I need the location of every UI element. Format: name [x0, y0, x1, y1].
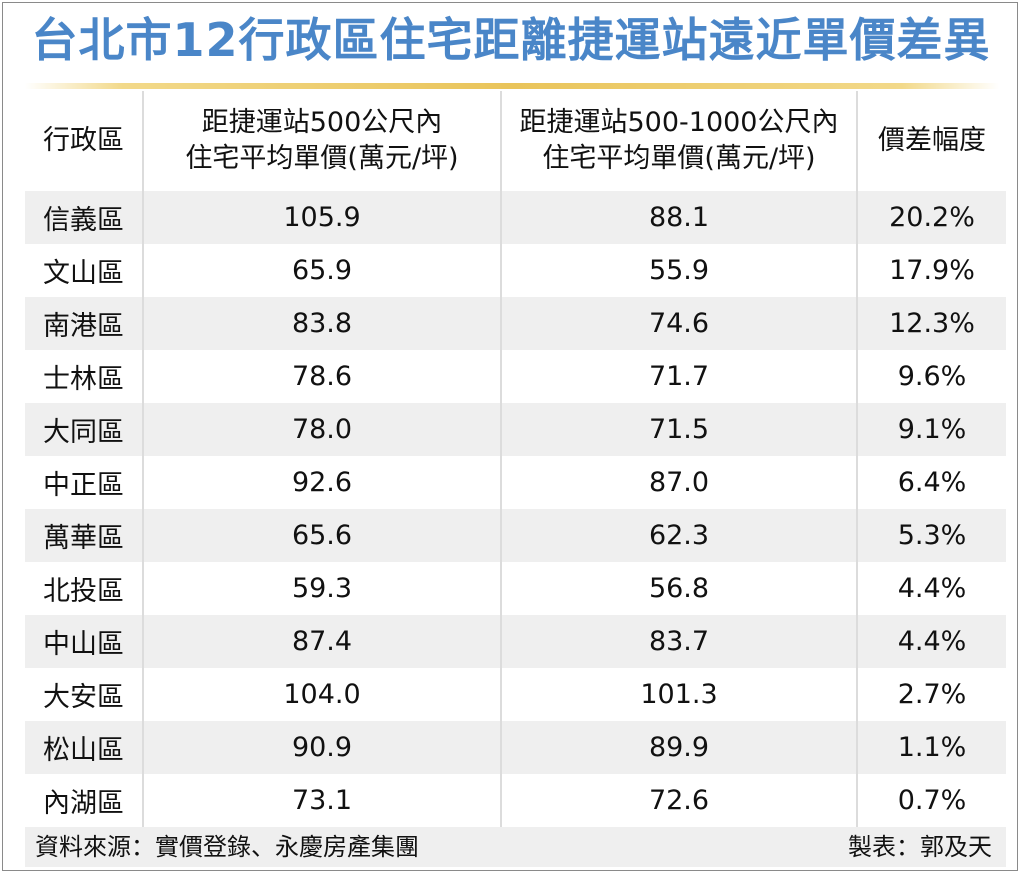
district-cell: 北投區: [25, 562, 143, 615]
district-cell: 中山區: [25, 615, 143, 668]
table-row: 中正區 92.6 87.0 6.4%: [25, 456, 1006, 509]
title-divider: [25, 83, 999, 89]
header-500-1000m-line1: 距捷運站500-1000公尺內: [502, 105, 856, 141]
price-500-1000m-cell: 62.3: [501, 509, 857, 562]
price-gap-cell: 2.7%: [857, 668, 1006, 721]
price-gap-cell: 20.2%: [857, 191, 1006, 244]
price-gap-cell: 9.1%: [857, 403, 1006, 456]
table-row: 大安區 104.0 101.3 2.7%: [25, 668, 1006, 721]
price-500-1000m-cell: 87.0: [501, 456, 857, 509]
header-district: 行政區: [25, 91, 143, 191]
header-within-500m-line1: 距捷運站500公尺內: [144, 105, 500, 141]
table-row: 信義區 105.9 88.1 20.2%: [25, 191, 1006, 244]
header-price-gap-line1: 價差幅度: [858, 123, 1006, 159]
price-table: 行政區 距捷運站500公尺內 住宅平均單價(萬元/坪) 距捷運站500-1000…: [25, 91, 1006, 827]
price-500-1000m-cell: 56.8: [501, 562, 857, 615]
price-within-500m-cell: 73.1: [143, 774, 501, 827]
credit-note: 製表：郭及天: [848, 827, 992, 867]
table-body: 信義區 105.9 88.1 20.2% 文山區 65.9 55.9 17.9% 南港區 83.8…: [25, 191, 1006, 827]
header-500-1000m: 距捷運站500-1000公尺內 住宅平均單價(萬元/坪): [501, 91, 857, 191]
price-within-500m-cell: 104.0: [143, 668, 501, 721]
district-cell: 大安區: [25, 668, 143, 721]
district-cell: 萬華區: [25, 509, 143, 562]
price-within-500m-cell: 105.9: [143, 191, 501, 244]
table-row: 北投區 59.3 56.8 4.4%: [25, 562, 1006, 615]
price-500-1000m-cell: 89.9: [501, 721, 857, 774]
header-within-500m-line2: 住宅平均單價(萬元/坪): [144, 141, 500, 177]
price-gap-cell: 6.4%: [857, 456, 1006, 509]
table-row: 大同區 78.0 71.5 9.1%: [25, 403, 1006, 456]
header-row: 行政區 距捷運站500公尺內 住宅平均單價(萬元/坪) 距捷運站500-1000…: [25, 91, 1006, 191]
district-cell: 南港區: [25, 297, 143, 350]
price-500-1000m-cell: 88.1: [501, 191, 857, 244]
source-note: 資料來源：實價登錄、永慶房產集團: [35, 827, 419, 867]
price-gap-cell: 5.3%: [857, 509, 1006, 562]
price-gap-cell: 12.3%: [857, 297, 1006, 350]
price-within-500m-cell: 65.9: [143, 244, 501, 297]
header-500-1000m-line2: 住宅平均單價(萬元/坪): [502, 141, 856, 177]
price-within-500m-cell: 83.8: [143, 297, 501, 350]
price-gap-cell: 0.7%: [857, 774, 1006, 827]
price-500-1000m-cell: 74.6: [501, 297, 857, 350]
price-within-500m-cell: 87.4: [143, 615, 501, 668]
district-cell: 士林區: [25, 350, 143, 403]
district-cell: 信義區: [25, 191, 143, 244]
footer-bar: 資料來源：實價登錄、永慶房產集團 製表：郭及天: [25, 827, 1006, 867]
price-500-1000m-cell: 72.6: [501, 774, 857, 827]
table-row: 中山區 87.4 83.7 4.4%: [25, 615, 1006, 668]
price-within-500m-cell: 59.3: [143, 562, 501, 615]
header-within-500m: 距捷運站500公尺內 住宅平均單價(萬元/坪): [143, 91, 501, 191]
table-row: 南港區 83.8 74.6 12.3%: [25, 297, 1006, 350]
table-row: 文山區 65.9 55.9 17.9%: [25, 244, 1006, 297]
header-district-line1: 行政區: [25, 123, 142, 159]
header-price-gap: 價差幅度: [857, 91, 1006, 191]
district-cell: 松山區: [25, 721, 143, 774]
price-gap-cell: 4.4%: [857, 615, 1006, 668]
table-row: 內湖區 73.1 72.6 0.7%: [25, 774, 1006, 827]
price-500-1000m-cell: 71.5: [501, 403, 857, 456]
district-cell: 內湖區: [25, 774, 143, 827]
price-within-500m-cell: 65.6: [143, 509, 501, 562]
price-500-1000m-cell: 55.9: [501, 244, 857, 297]
price-within-500m-cell: 78.6: [143, 350, 501, 403]
price-within-500m-cell: 90.9: [143, 721, 501, 774]
price-500-1000m-cell: 83.7: [501, 615, 857, 668]
table-row: 松山區 90.9 89.9 1.1%: [25, 721, 1006, 774]
price-gap-cell: 17.9%: [857, 244, 1006, 297]
district-cell: 文山區: [25, 244, 143, 297]
district-cell: 大同區: [25, 403, 143, 456]
price-gap-cell: 9.6%: [857, 350, 1006, 403]
table-row: 士林區 78.6 71.7 9.6%: [25, 350, 1006, 403]
price-within-500m-cell: 78.0: [143, 403, 501, 456]
chart-title: 台北市12行政區住宅距離捷運站遠近單價差異: [3, 3, 1019, 81]
price-gap-cell: 4.4%: [857, 562, 1006, 615]
price-gap-cell: 1.1%: [857, 721, 1006, 774]
district-cell: 中正區: [25, 456, 143, 509]
price-within-500m-cell: 92.6: [143, 456, 501, 509]
price-500-1000m-cell: 101.3: [501, 668, 857, 721]
table-row: 萬華區 65.6 62.3 5.3%: [25, 509, 1006, 562]
price-500-1000m-cell: 71.7: [501, 350, 857, 403]
